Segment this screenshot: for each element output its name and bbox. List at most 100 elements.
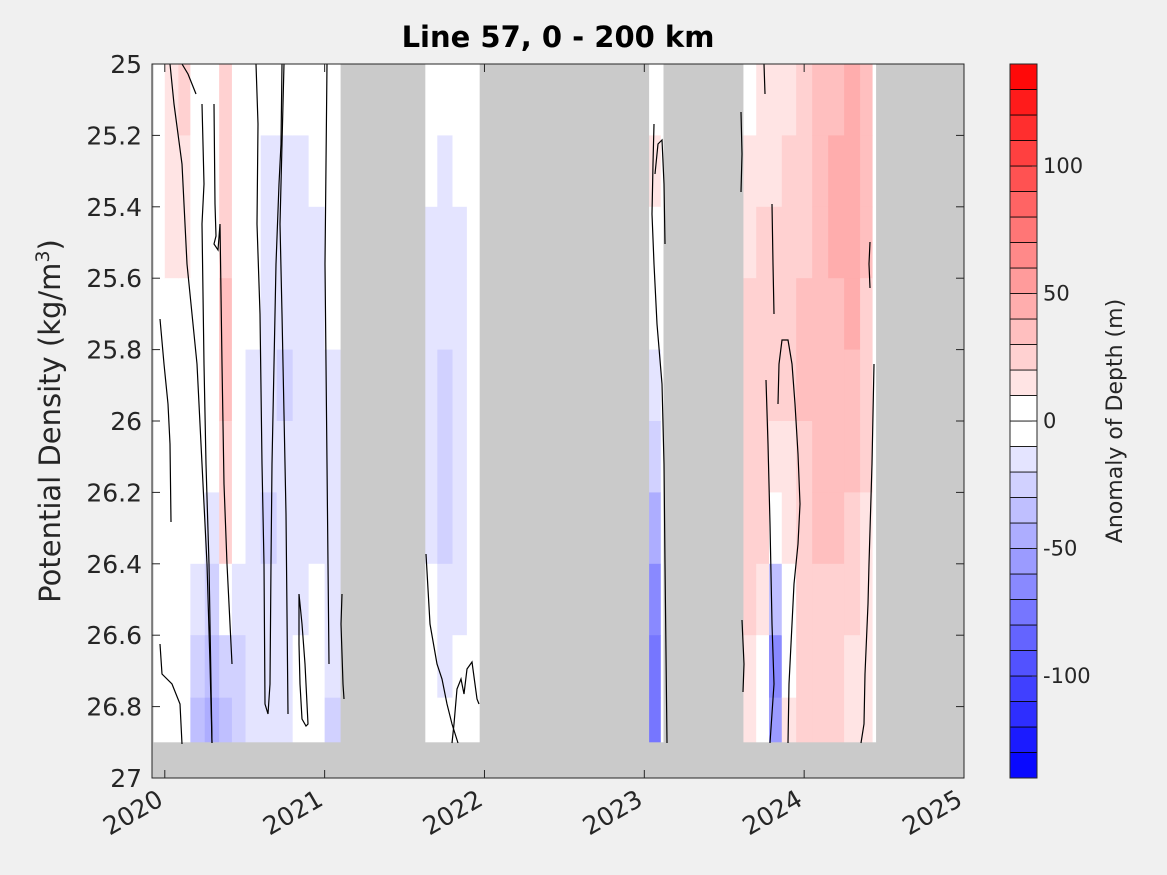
heatmap-cell: [781, 135, 797, 208]
no-data-gap: [340, 64, 426, 778]
heatmap-cell: [756, 635, 770, 699]
heatmap-cell: [190, 135, 206, 208]
heatmap-cell: [768, 635, 783, 699]
colorbar-swatch: [1009, 446, 1038, 473]
contour-line: [169, 64, 213, 744]
heatmap-cell: [219, 635, 233, 699]
heatmap-cell: [452, 135, 468, 208]
heatmap-cell: [308, 349, 326, 422]
heatmap-cell: [796, 64, 813, 136]
heatmap-cell: [190, 563, 206, 636]
heatmap-cell: [812, 349, 829, 422]
heatmap-cell: [164, 492, 179, 565]
heatmap-cell: [796, 492, 813, 565]
heatmap-cell: [219, 349, 233, 422]
heatmap-cell: [152, 421, 166, 493]
heatmap-cell: [219, 421, 233, 493]
heatmap-cell: [292, 635, 310, 699]
heatmap-cell: [768, 421, 783, 493]
heatmap-cell: [741, 64, 757, 136]
heatmap-cell: [324, 563, 342, 636]
heatmap-cell: [452, 697, 468, 743]
colorbar: -100 -50 0 50 100 Anomaly of Depth (m): [1009, 63, 1128, 779]
heatmap-cell: [741, 349, 757, 422]
heatmap-cell: [756, 697, 770, 743]
heatmap-cell: [796, 697, 813, 743]
heatmap-cell: [231, 492, 247, 565]
heatmap-cell: [844, 135, 861, 208]
heatmap-cell: [796, 206, 813, 279]
heatmap-cell: [164, 421, 179, 493]
heatmap-cell: [260, 563, 278, 636]
colorbar-swatch: [1009, 344, 1038, 371]
heatmap-cell: [812, 635, 829, 699]
heatmap-cell: [756, 278, 770, 351]
colorbar-swatch: [1009, 63, 1038, 90]
contour-line: [740, 111, 743, 193]
chart-title: Line 57, 0 - 200 km: [402, 20, 715, 54]
heatmap-cell: [860, 64, 873, 136]
heatmap-cell: [324, 697, 342, 743]
heatmap-cell: [190, 635, 206, 699]
heatmap-cell: [452, 492, 468, 565]
heatmap-cell: [796, 563, 813, 636]
heatmap-cell: [741, 278, 757, 351]
heatmap-cell: [308, 697, 326, 743]
heatmap-cell: [812, 563, 829, 636]
heatmap-cell: [204, 421, 220, 493]
heatmap-cell: [860, 135, 873, 208]
colorbar-swatch: [1009, 114, 1038, 141]
heatmap-cell: [178, 492, 191, 565]
heatmap-cell: [276, 278, 294, 351]
heatmap-cell: [308, 64, 326, 136]
heatmap-cell: [260, 635, 278, 699]
contour-line: [868, 241, 871, 289]
heatmap-cell: [152, 697, 166, 743]
heatmap-cell: [422, 421, 438, 493]
heatmap-cell: [422, 135, 438, 208]
svg-text:Potential Density (kg/m3): Potential Density (kg/m3): [32, 239, 67, 603]
heatmap-cell: [437, 349, 454, 422]
colorbar-label: Anomaly of Depth (m): [1103, 299, 1128, 543]
heatmap-cell: [860, 278, 873, 351]
heatmap-cell: [292, 421, 310, 493]
heatmap-cell: [231, 563, 247, 636]
colorbar-swatch: [1009, 624, 1038, 651]
colorbar-swatch: [1009, 267, 1038, 294]
heatmap-cell: [860, 206, 873, 279]
heatmap-cell: [245, 278, 262, 351]
heatmap-cell: [828, 135, 845, 208]
heatmap-cell: [422, 278, 438, 351]
heatmap-cell: [219, 278, 233, 351]
contour-lines: [159, 64, 875, 745]
heatmap-cell: [466, 697, 482, 743]
heatmap-cell: [164, 278, 179, 351]
heatmap-cell: [178, 563, 191, 636]
heatmap-cell: [781, 697, 797, 743]
heatmap-cell: [812, 421, 829, 493]
heatmap-cell: [768, 278, 783, 351]
heatmap-cell: [164, 135, 179, 208]
heatmap-cell: [812, 206, 829, 279]
heatmap-cell: [768, 492, 783, 565]
heatmap-cell: [756, 421, 770, 493]
heatmap-cell: [245, 135, 262, 208]
heatmap-cell: [152, 349, 166, 422]
heatmap-cell: [741, 135, 757, 208]
heatmap-cell: [276, 64, 294, 136]
contour-line: [201, 103, 213, 744]
heatmap-cell: [437, 206, 454, 279]
heatmap-cell: [276, 349, 294, 422]
heatmap-cell: [178, 135, 191, 208]
heatmap-cell: [768, 135, 783, 208]
heatmap-cell: [292, 278, 310, 351]
colorbar-swatch: [1009, 599, 1038, 626]
y-tick-label: 25.4: [86, 193, 142, 222]
heatmap-cell: [756, 64, 770, 136]
heatmap-cell: [437, 64, 454, 136]
heatmap-cell: [152, 278, 166, 351]
heatmap-cell: [781, 278, 797, 351]
heatmap-cell: [781, 349, 797, 422]
heatmap-cell: [452, 421, 468, 493]
colorbar-swatch: [1009, 573, 1038, 600]
